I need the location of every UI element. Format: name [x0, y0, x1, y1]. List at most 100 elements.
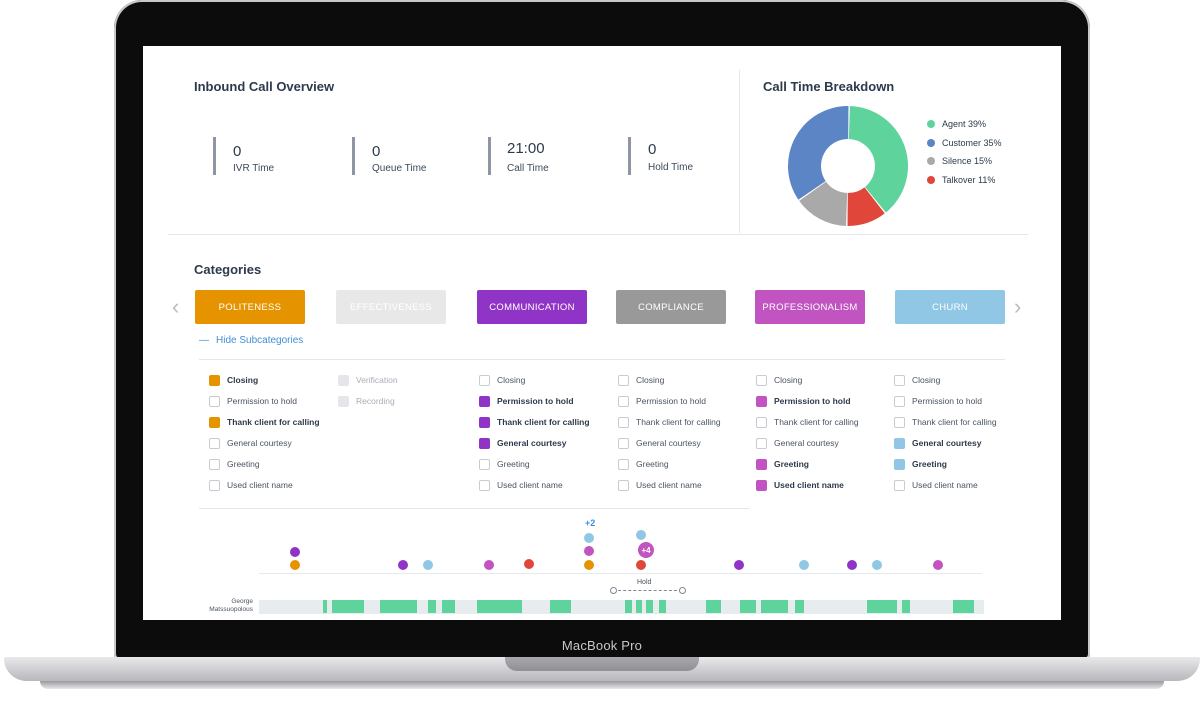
speech-segment[interactable]: [740, 600, 756, 613]
chevron-right-icon[interactable]: ›: [1014, 294, 1022, 319]
timeline-event-marker[interactable]: [290, 560, 300, 570]
subcategory-item[interactable]: Thank client for calling: [618, 416, 721, 428]
checkbox[interactable]: [756, 458, 767, 470]
category-tab[interactable]: COMMUNICATION: [477, 290, 587, 324]
speech-segment[interactable]: [380, 600, 417, 613]
timeline-event-marker[interactable]: [584, 546, 594, 556]
subcategory-item[interactable]: Used client name: [209, 479, 293, 491]
timeline-event-marker[interactable]: [847, 560, 857, 570]
checkbox[interactable]: [618, 479, 629, 491]
checkbox[interactable]: [209, 395, 220, 407]
checkbox[interactable]: [338, 374, 349, 386]
timeline-event-marker[interactable]: [584, 560, 594, 570]
subcategory-item[interactable]: Thank client for calling: [894, 416, 997, 428]
timeline-event-marker[interactable]: [484, 560, 494, 570]
speech-segment[interactable]: [428, 600, 436, 613]
subcategory-item[interactable]: Greeting: [209, 458, 260, 470]
speech-segment[interactable]: [646, 600, 653, 613]
timeline-event-marker[interactable]: [799, 560, 809, 570]
timeline-event-marker[interactable]: [398, 560, 408, 570]
hide-subcategories-link[interactable]: — Hide Subcategories: [199, 335, 303, 346]
hold-start-handle[interactable]: [610, 587, 617, 594]
chevron-left-icon[interactable]: ‹: [172, 294, 180, 319]
checkbox[interactable]: [618, 374, 629, 386]
checkbox[interactable]: [209, 458, 220, 470]
checkbox[interactable]: [618, 437, 629, 449]
subcategory-item[interactable]: Closing: [209, 374, 258, 386]
speech-segment[interactable]: [659, 600, 666, 613]
checkbox[interactable]: [894, 374, 905, 386]
checkbox[interactable]: [618, 458, 629, 470]
speech-segment[interactable]: [706, 600, 721, 613]
timeline-event-marker[interactable]: [872, 560, 882, 570]
subcategory-item[interactable]: General courtesy: [756, 437, 839, 449]
checkbox[interactable]: [894, 416, 905, 428]
more-events-badge[interactable]: +2: [585, 518, 596, 528]
category-tab[interactable]: POLITENESS: [195, 290, 305, 324]
subcategory-item[interactable]: Greeting: [756, 458, 809, 470]
checkbox[interactable]: [894, 395, 905, 407]
speech-segment[interactable]: [323, 600, 327, 613]
subcategory-item[interactable]: Recording: [338, 395, 395, 407]
speech-segment[interactable]: [332, 600, 364, 613]
checkbox[interactable]: [756, 374, 767, 386]
speech-segment[interactable]: [550, 600, 571, 613]
subcategory-item[interactable]: Thank client for calling: [756, 416, 859, 428]
subcategory-item[interactable]: General courtesy: [479, 437, 566, 449]
checkbox[interactable]: [209, 416, 220, 428]
subcategory-item[interactable]: Permission to hold: [209, 395, 297, 407]
checkbox[interactable]: [209, 374, 220, 386]
subcategory-item[interactable]: Closing: [756, 374, 802, 386]
subcategory-item[interactable]: Used client name: [894, 479, 978, 491]
subcategory-item[interactable]: General courtesy: [209, 437, 292, 449]
speech-segment[interactable]: [867, 600, 897, 613]
subcategory-item[interactable]: Verification: [338, 374, 398, 386]
speech-segment[interactable]: [953, 600, 974, 613]
subcategory-item[interactable]: Closing: [479, 374, 525, 386]
subcategory-item[interactable]: Closing: [618, 374, 664, 386]
speech-segment[interactable]: [795, 600, 804, 613]
checkbox[interactable]: [479, 395, 490, 407]
subcategory-item[interactable]: Permission to hold: [756, 395, 851, 407]
speech-segment[interactable]: [625, 600, 632, 613]
timeline-event-marker[interactable]: [636, 530, 646, 540]
more-events-badge[interactable]: +4: [638, 542, 654, 558]
subcategory-item[interactable]: Used client name: [479, 479, 563, 491]
checkbox[interactable]: [894, 479, 905, 491]
checkbox[interactable]: [479, 479, 490, 491]
subcategory-item[interactable]: Greeting: [618, 458, 669, 470]
checkbox[interactable]: [209, 437, 220, 449]
hold-end-handle[interactable]: [679, 587, 686, 594]
checkbox[interactable]: [479, 458, 490, 470]
category-tab[interactable]: EFFECTIVENESS: [336, 290, 446, 324]
subcategory-item[interactable]: Greeting: [894, 458, 947, 470]
subcategory-item[interactable]: Thank client for calling: [479, 416, 590, 428]
checkbox[interactable]: [756, 395, 767, 407]
checkbox[interactable]: [756, 416, 767, 428]
speech-segment[interactable]: [902, 600, 910, 613]
category-tab[interactable]: CHURN: [895, 290, 1005, 324]
subcategory-item[interactable]: Permission to hold: [618, 395, 706, 407]
checkbox[interactable]: [618, 416, 629, 428]
checkbox[interactable]: [756, 437, 767, 449]
checkbox[interactable]: [338, 395, 349, 407]
subcategory-item[interactable]: Used client name: [756, 479, 844, 491]
checkbox[interactable]: [479, 416, 490, 428]
speech-segment[interactable]: [636, 600, 642, 613]
subcategory-item[interactable]: Thank client for calling: [209, 416, 320, 428]
checkbox[interactable]: [618, 395, 629, 407]
timeline-event-marker[interactable]: [734, 560, 744, 570]
subcategory-item[interactable]: Permission to hold: [894, 395, 982, 407]
subcategory-item[interactable]: Used client name: [618, 479, 702, 491]
timeline-event-marker[interactable]: [423, 560, 433, 570]
checkbox[interactable]: [894, 458, 905, 470]
category-tab[interactable]: PROFESSIONALISM: [755, 290, 865, 324]
subcategory-item[interactable]: General courtesy: [618, 437, 701, 449]
checkbox[interactable]: [479, 437, 490, 449]
timeline-event-marker[interactable]: [584, 533, 594, 543]
subcategory-item[interactable]: General courtesy: [894, 437, 981, 449]
checkbox[interactable]: [756, 479, 767, 491]
timeline-event-marker[interactable]: [933, 560, 943, 570]
subcategory-item[interactable]: Greeting: [479, 458, 530, 470]
subcategory-item[interactable]: Permission to hold: [479, 395, 574, 407]
